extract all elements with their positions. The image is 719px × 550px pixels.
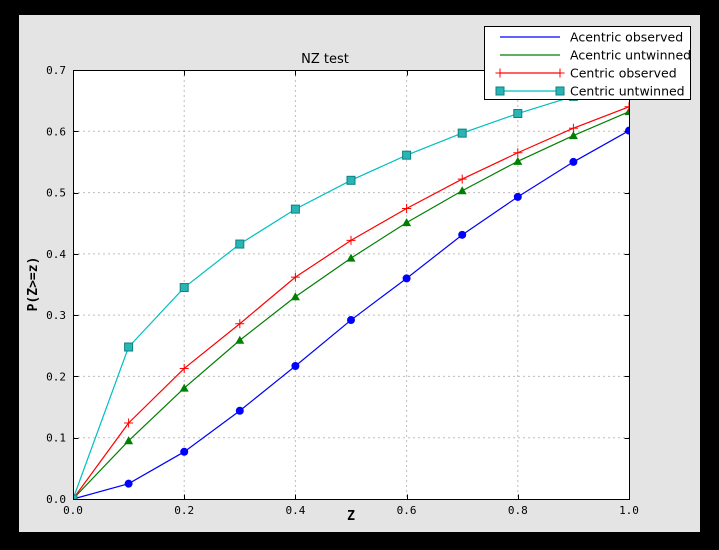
legend-label: Centric observed — [570, 66, 677, 81]
chart-title: NZ test — [301, 52, 349, 67]
x-axis-label: Z — [347, 509, 355, 524]
circle-marker — [291, 362, 300, 371]
y-tick-label: 0.1 — [46, 432, 66, 445]
square-marker — [290, 204, 300, 214]
square-marker — [124, 342, 134, 352]
legend: Acentric observed Acentric untwinned Centr… — [484, 26, 691, 100]
triangle-marker — [290, 292, 300, 301]
tick-labels: 0.0 0.2 0.4 0.6 0.8 1.0 0.0 0.1 0.2 0.3 0.4 0.5 0.6 0… — [46, 64, 639, 517]
triangle-marker — [346, 253, 356, 262]
square-marker — [555, 86, 565, 96]
series-acentric-observed — [73, 126, 630, 500]
square-marker — [235, 239, 245, 249]
legend-item-centric-untwinned: Centric untwinned — [495, 84, 685, 99]
plot-area — [73, 70, 629, 499]
series-acentric-untwinned — [73, 107, 630, 500]
y-axis-label: P(Z>=z) — [26, 257, 41, 312]
y-tick-label: 0.5 — [46, 187, 66, 200]
square-marker — [495, 86, 505, 96]
axes-spines — [73, 70, 630, 500]
square-marker — [179, 283, 189, 293]
x-tick-label: 0.8 — [508, 504, 528, 517]
triangle-marker — [124, 436, 134, 445]
y-tick-label: 0.6 — [46, 125, 66, 138]
square-marker — [457, 128, 467, 138]
triangle-marker — [402, 218, 412, 227]
circle-marker — [513, 192, 522, 201]
x-tick-label: 0.2 — [174, 504, 194, 517]
x-tick-label: 1.0 — [619, 504, 639, 517]
x-tick-label: 0.4 — [285, 504, 305, 517]
circle-marker — [569, 157, 578, 166]
triangle-marker — [513, 156, 523, 165]
y-tick-label: 0.2 — [46, 370, 66, 383]
circle-marker — [402, 274, 411, 283]
x-tick-label: 0.0 — [63, 504, 83, 517]
triangle-marker — [457, 186, 467, 195]
triangle-marker — [179, 383, 189, 392]
legend-label: Acentric observed — [570, 30, 683, 45]
square-marker — [513, 109, 523, 119]
chart-svg: 0.0 0.2 0.4 0.6 0.8 1.0 0.0 0.1 0.2 0.3 0.4 0.5 0.6 0… — [26, 26, 691, 524]
legend-label: Centric untwinned — [570, 84, 685, 99]
gridlines — [73, 70, 629, 499]
y-tick-label: 0.4 — [46, 248, 66, 261]
legend-label: Acentric untwinned — [570, 48, 691, 63]
legend-box — [484, 26, 691, 100]
triangle-marker — [568, 131, 578, 140]
circle-marker — [180, 447, 189, 456]
legend-item-acentric-untwinned: Acentric untwinned — [500, 48, 691, 63]
y-tick-label: 0.3 — [46, 309, 66, 322]
triangle-marker — [235, 335, 245, 344]
square-marker — [402, 150, 412, 160]
x-tick-label: 0.6 — [397, 504, 417, 517]
y-tick-label: 0.7 — [46, 64, 66, 77]
y-tick-label: 0.0 — [46, 493, 66, 506]
circle-marker — [625, 126, 630, 135]
square-marker — [346, 175, 356, 185]
circle-marker — [347, 316, 355, 325]
circle-marker — [458, 230, 467, 239]
circle-marker — [124, 479, 133, 488]
legend-item-centric-observed: Centric observed — [495, 66, 677, 81]
data-series — [73, 75, 630, 500]
series-centric-observed — [73, 102, 630, 500]
figure-canvas: 0.0 0.2 0.4 0.6 0.8 1.0 0.0 0.1 0.2 0.3 0.4 0.5 0.6 0… — [19, 15, 700, 532]
legend-item-acentric-observed: Acentric observed — [500, 30, 683, 45]
circle-marker — [235, 406, 244, 415]
